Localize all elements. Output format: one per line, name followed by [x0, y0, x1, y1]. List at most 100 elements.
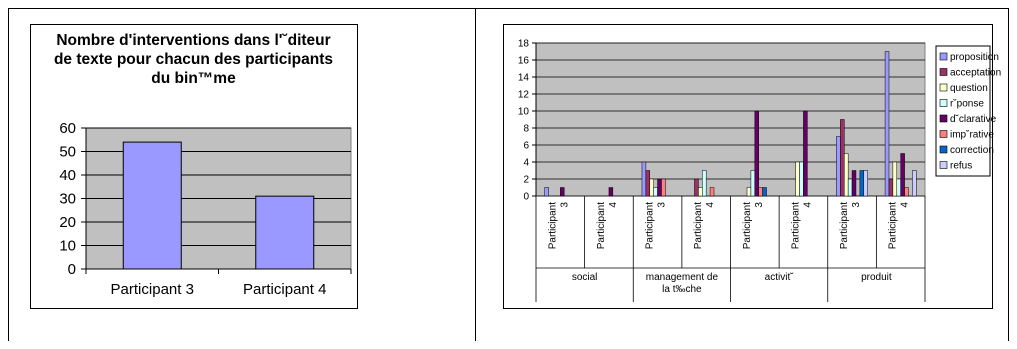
chart-2-bar [657, 178, 662, 197]
chart-1-bar [255, 195, 315, 270]
chart-1-x-tick-label: Participant 3 [111, 281, 194, 298]
chart-2-bar [694, 178, 699, 197]
chart-2-bar [803, 110, 808, 197]
chart-2-legend-swatch [939, 145, 948, 154]
chart-2-bar [847, 178, 853, 197]
chart-2-legend-swatch [939, 114, 948, 123]
chart-2-participant-label: 4 [900, 202, 911, 208]
chart-1-svg: 0 10 20 30 40 50 60 Participant 3 Participant 4 [59, 120, 352, 298]
chart-2-bar [844, 153, 849, 197]
chart-2-participant-label: Participant [547, 202, 558, 249]
chart-2-legend-swatch [939, 161, 948, 169]
chart-2-y-tick-label: 8 [523, 124, 529, 135]
chart-2-y-tick-label: 6 [523, 141, 529, 152]
chart-2-y-tick-label: 16 [518, 56, 530, 67]
chart-2-participant-label: Participant [839, 202, 850, 249]
chart-2-legend-box [935, 45, 991, 177]
chart-2-legend-swatch [939, 68, 948, 76]
page-frame: Nombre d'interventions dans l'˘diteur de… [8, 8, 1009, 341]
chart-2-bar [750, 170, 756, 197]
chart-1-x-tick-label: Participant 4 [243, 281, 326, 298]
chart-2-participant-label: Participant [693, 202, 704, 249]
chart-2-bar [762, 187, 767, 197]
chart-2-participant-label: 3 [754, 202, 765, 208]
table-right-border [1008, 8, 1009, 341]
chart-1-container: Nombre d'interventions dans l'˘diteur de… [30, 24, 358, 309]
chart-2-bar [892, 161, 898, 197]
chart-2-legend-label: r˘ponse [950, 99, 984, 110]
chart-2-bar [653, 187, 658, 197]
chart-2-bar [645, 170, 651, 197]
chart-2-participant-label: Participant [888, 202, 899, 249]
chart-1-title: Nombre d'interventions dans l'˘diteur de… [53, 32, 334, 87]
chart-2-bar [840, 119, 845, 197]
chart-2-legend-label: acceptation [950, 68, 1001, 79]
chart-2-bar [888, 178, 894, 197]
chart-2-y-tick-label: 12 [518, 90, 530, 101]
chart-2-legend-swatch [939, 99, 948, 107]
table-left-border [8, 8, 9, 341]
chart-2-participant-label: 3 [851, 202, 862, 208]
chart-1-y-tick-label: 0 [68, 261, 76, 278]
chart-2-bar [544, 187, 549, 197]
chart-2-container: 0 2 4 6 8 10 12 14 16 18 Participant 3 Participant 4 s… [503, 24, 1001, 309]
chart-2-bar [746, 187, 752, 197]
chart-1-y-tick-label: 20 [59, 214, 76, 231]
chart-2-bar [709, 187, 715, 197]
chart-1-bar [122, 141, 182, 270]
chart-2-bar [795, 161, 800, 197]
chart-2-bar [641, 161, 647, 197]
chart-2-bar [799, 161, 804, 197]
chart-2-bar [900, 153, 905, 197]
chart-2-group-label: activit˘ [765, 272, 795, 283]
chart-1-y-tick-label: 40 [59, 167, 76, 184]
chart-2-y-tick-label: 14 [518, 73, 530, 84]
chart-2-bar [758, 187, 763, 197]
chart-2-bar [859, 170, 865, 197]
chart-2-participant-label: 4 [705, 202, 716, 208]
chart-2-group-label: management de [646, 272, 719, 283]
chart-2-bar [836, 136, 841, 197]
chart-2-legend-label: d˘clarative [950, 114, 997, 125]
chart-2-participant-label: 3 [559, 202, 570, 208]
chart-2-group-label: social [572, 272, 598, 283]
chart-2-bar [896, 178, 901, 197]
chart-1-y-tick-label: 30 [59, 191, 76, 208]
chart-2-participant-label: 3 [657, 202, 668, 208]
chart-2-y-tick-label: 0 [523, 192, 529, 203]
chart-2-bar [851, 170, 857, 197]
chart-2-legend-label: proposition [950, 52, 999, 63]
chart-2-bar [754, 110, 759, 197]
chart-1-y-tick-label: 10 [59, 238, 76, 255]
table-column-divider [475, 8, 476, 341]
table-top-border [8, 8, 1009, 9]
chart-2-legend-swatch [939, 130, 948, 138]
chart-2-y-tick-label: 2 [523, 175, 529, 186]
chart-2-group-label: la t‰che [662, 284, 702, 295]
chart-2-bar [904, 187, 909, 197]
chart-1-y-tick-label: 50 [59, 144, 76, 161]
chart-2-participant-label: 4 [802, 202, 813, 208]
chart-2-bar [698, 187, 703, 197]
chart-2-bar [863, 170, 868, 197]
chart-2-participant-label: 4 [608, 202, 619, 208]
chart-2-legend-label: question [950, 83, 988, 94]
chart-2-bar [608, 187, 614, 197]
chart-2-bar [884, 51, 890, 197]
chart-2-participant-label: Participant [790, 202, 801, 249]
chart-2-participant-label: Participant [742, 202, 753, 249]
chart-2-legend-label: imp˘rative [950, 130, 994, 141]
chart-2-legend-label: correction [950, 145, 994, 156]
chart-2-participant-label: Participant [596, 202, 607, 249]
chart-2-legend-swatch [939, 52, 948, 61]
chart-2-bar [661, 178, 666, 197]
chart-2-legend-swatch [939, 83, 948, 92]
chart-2-y-tick-label: 10 [518, 107, 530, 118]
chart-2-participant-label: Participant [645, 202, 656, 249]
chart-2-bar [649, 178, 654, 197]
chart-2-y-tick-label: 18 [518, 39, 530, 50]
chart-2-bar [912, 170, 917, 197]
chart-2-y-tick-label: 4 [523, 158, 529, 169]
chart-2-bar [702, 170, 707, 197]
